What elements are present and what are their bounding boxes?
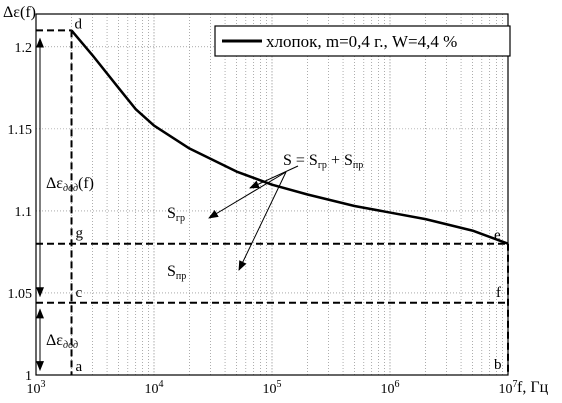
axes xyxy=(35,13,509,376)
point-label-d: d xyxy=(75,16,83,32)
y-axis-label: Δε(f) xyxy=(3,4,36,21)
reference-lines xyxy=(36,29,509,375)
point-label-c: c xyxy=(76,285,83,301)
tick-labels: 1 1.05 1.1 1.15 1.2 103 104 105 106 107 xyxy=(8,41,518,397)
y-tick-label: 1.15 xyxy=(8,123,33,138)
s-gr-label: Sгр xyxy=(167,205,185,224)
point-labels: d e g f c a b xyxy=(75,16,502,375)
x-tick-label: 104 xyxy=(145,379,164,397)
annotation-arrows xyxy=(36,37,299,372)
series-line xyxy=(70,29,509,245)
point-label-a: a xyxy=(76,359,83,375)
point-label-g: g xyxy=(76,226,84,242)
plot-frame xyxy=(35,13,509,376)
series-layer xyxy=(70,29,509,245)
point-label-e: e xyxy=(494,228,501,244)
x-tick-label: 106 xyxy=(381,379,400,397)
x-tick-label: 103 xyxy=(27,379,46,397)
point-label-f: f xyxy=(496,285,501,301)
legend-entry: хлопок, m=0,4 г., W=4,4 % xyxy=(266,32,457,51)
delta-lower-label: Δεдод xyxy=(46,332,78,351)
x-axis-label: f, Гц xyxy=(517,379,549,396)
x-tick-label: 107 xyxy=(499,379,518,397)
legend: хлопок, m=0,4 г., W=4,4 % xyxy=(214,25,511,57)
s-pr-label: Sпр xyxy=(167,263,186,282)
legend-box xyxy=(214,25,511,57)
sum-annotation: S = Sгр + Sпр xyxy=(283,152,363,171)
y-tick-label: 1.2 xyxy=(15,41,33,56)
y-tick-label: 1.05 xyxy=(8,287,33,302)
annotation-arrow xyxy=(249,165,299,189)
delta-upper-label: Δεдод(f) xyxy=(46,175,94,194)
y-tick-label: 1 xyxy=(25,369,32,384)
y-tick-label: 1.1 xyxy=(15,205,33,220)
point-label-b: b xyxy=(494,357,502,373)
grid xyxy=(35,14,508,376)
x-tick-label: 105 xyxy=(263,379,282,397)
annotation-arrow xyxy=(238,171,287,271)
annotation-arrow xyxy=(208,171,287,219)
